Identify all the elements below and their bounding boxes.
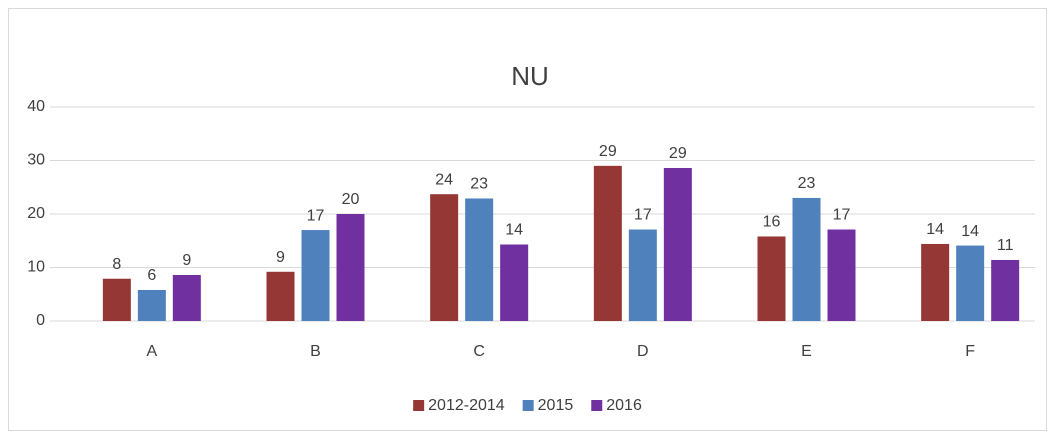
x-tick-label: A — [146, 343, 157, 360]
data-label: 14 — [961, 223, 979, 240]
chart-border — [8, 8, 1047, 431]
bar — [827, 229, 856, 321]
bar — [301, 230, 330, 321]
bar — [628, 229, 657, 321]
legend-label: 2016 — [606, 397, 642, 414]
legend-label: 2012-2014 — [428, 397, 505, 414]
bar — [663, 167, 692, 321]
bar — [757, 236, 786, 321]
data-label: 24 — [435, 171, 453, 188]
bar — [921, 243, 950, 321]
data-label: 20 — [342, 191, 360, 208]
data-label: 11 — [997, 237, 1014, 254]
bar — [991, 260, 1020, 321]
data-label: 6 — [147, 267, 156, 284]
data-label: 14 — [505, 222, 523, 239]
data-label: 23 — [798, 175, 816, 192]
y-tick-label: 40 — [27, 98, 45, 115]
data-label: 29 — [599, 143, 617, 160]
bar — [137, 289, 166, 321]
legend-label: 2015 — [538, 397, 574, 414]
bar — [336, 214, 365, 321]
y-tick-label: 10 — [27, 259, 45, 276]
bar — [430, 194, 459, 321]
x-tick-label: B — [310, 343, 321, 360]
chart-title: NU — [511, 61, 549, 91]
data-label: 16 — [763, 214, 781, 231]
x-tick-label: C — [473, 343, 485, 360]
legend-swatch — [591, 400, 603, 411]
bar — [500, 244, 529, 321]
bar — [956, 245, 985, 321]
y-tick-label: 30 — [27, 152, 45, 169]
bar — [593, 165, 622, 321]
bar — [172, 274, 201, 321]
x-tick-label: F — [965, 343, 975, 360]
data-label: 23 — [470, 176, 488, 193]
data-label: 17 — [833, 207, 851, 224]
y-tick-label: 20 — [27, 205, 45, 222]
data-label: 14 — [926, 221, 944, 238]
data-label: 29 — [669, 145, 687, 162]
data-label: 8 — [112, 256, 121, 273]
bar — [465, 198, 494, 321]
data-label: 17 — [634, 207, 652, 224]
bar — [266, 271, 295, 321]
data-label: 17 — [307, 207, 325, 224]
x-tick-label: D — [637, 343, 649, 360]
y-tick-label: 0 — [36, 312, 45, 329]
data-label: 9 — [182, 252, 191, 269]
x-tick-label: E — [801, 343, 812, 360]
bar — [102, 278, 131, 321]
legend-swatch — [413, 400, 425, 411]
legend-swatch — [522, 400, 534, 411]
bar — [792, 197, 821, 321]
data-label: 9 — [276, 249, 285, 266]
